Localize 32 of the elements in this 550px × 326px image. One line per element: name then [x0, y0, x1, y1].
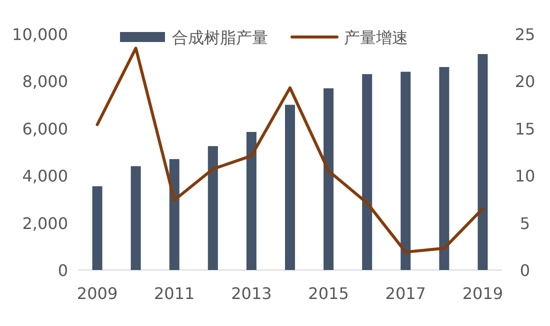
bar [92, 186, 102, 270]
y-tick-label: 6,000 [22, 119, 68, 138]
y-tick-label: 10,000 [12, 25, 68, 44]
bar [362, 74, 372, 270]
y-tick-label: 0 [58, 261, 68, 280]
bar [439, 67, 450, 270]
y2-tick-label: 20 [514, 72, 536, 92]
y-tick-label: 2,000 [22, 214, 68, 233]
y2-tick-label: 5 [520, 214, 530, 233]
x-tick-label: 2011 [154, 284, 195, 303]
x-tick-label: 2019 [462, 284, 504, 303]
y2-tick-label: 25 [514, 25, 536, 44]
x-tick-label: 2009 [76, 284, 118, 303]
bar [478, 54, 488, 270]
x-tick-label: 2013 [231, 284, 272, 303]
bar [208, 146, 218, 270]
y2-tick-label: 0 [520, 261, 530, 280]
legend-label: 产量增速 [344, 28, 408, 47]
line-series [96, 46, 484, 254]
legend-label: 合成树脂产量 [172, 28, 268, 47]
bar [324, 88, 334, 270]
x-tick-label: 2017 [385, 284, 426, 303]
bar [400, 72, 411, 270]
bar [130, 166, 141, 270]
y2-tick-label: 15 [514, 119, 536, 138]
y2-tick-label: 10 [514, 166, 536, 186]
y-tick-label: 8,000 [22, 72, 68, 92]
bar [246, 132, 256, 270]
bar [169, 159, 180, 270]
x-tick-label: 2015 [308, 284, 349, 303]
y-tick-label: 4,000 [22, 166, 68, 186]
bar [285, 104, 295, 270]
